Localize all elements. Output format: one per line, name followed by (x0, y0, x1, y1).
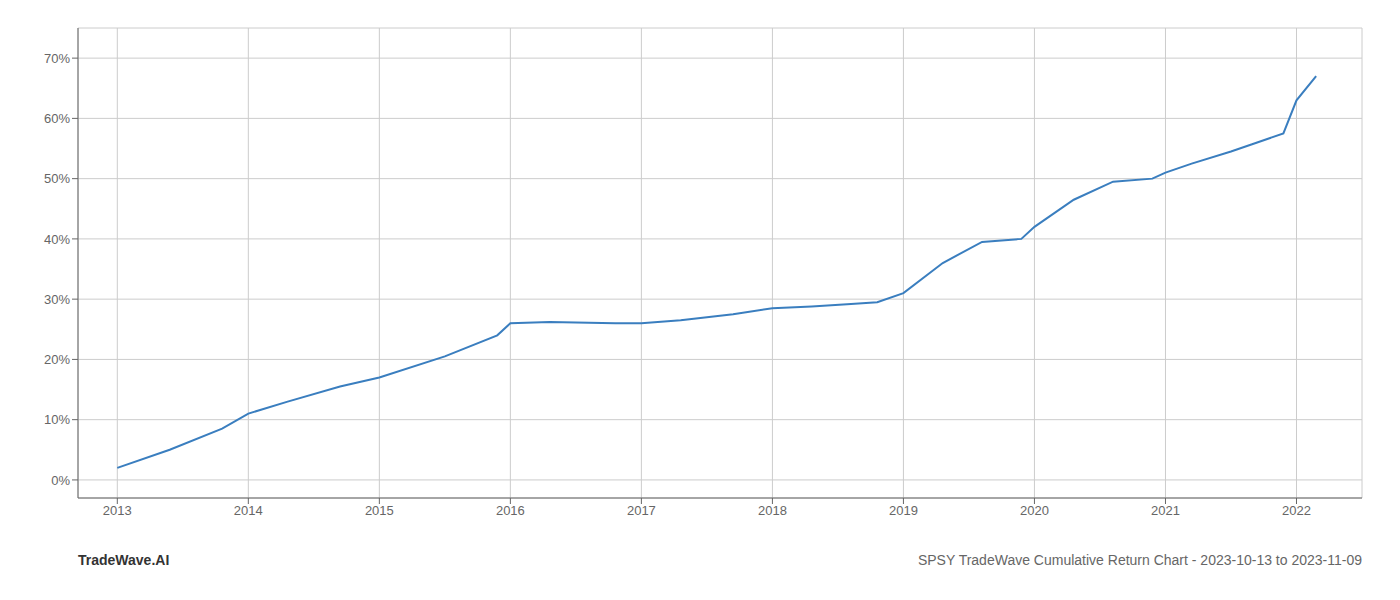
svg-text:0%: 0% (51, 473, 70, 488)
svg-text:60%: 60% (44, 111, 70, 126)
svg-text:20%: 20% (44, 352, 70, 367)
svg-text:2021: 2021 (1151, 503, 1180, 518)
svg-text:2018: 2018 (758, 503, 787, 518)
html-text:TradeWave.AI: TradeWave.AI (78, 552, 170, 568)
svg-text:2020: 2020 (1020, 503, 1049, 518)
svg-text:2015: 2015 (365, 503, 394, 518)
svg-text:2022: 2022 (1282, 503, 1311, 518)
html-text:SPSY TradeWave Cumulative Retu: SPSY TradeWave Cumulative Return Chart -… (917, 552, 1362, 568)
svg-text:10%: 10% (44, 412, 70, 427)
svg-text:2014: 2014 (234, 503, 263, 518)
svg-text:2013: 2013 (103, 503, 132, 518)
svg-text:30%: 30% (44, 292, 70, 307)
svg-text:2017: 2017 (627, 503, 656, 518)
svg-text:70%: 70% (44, 51, 70, 66)
svg-text:2019: 2019 (889, 503, 918, 518)
svg-text:2016: 2016 (496, 503, 525, 518)
svg-text:50%: 50% (44, 171, 70, 186)
svg-text:40%: 40% (44, 232, 70, 247)
